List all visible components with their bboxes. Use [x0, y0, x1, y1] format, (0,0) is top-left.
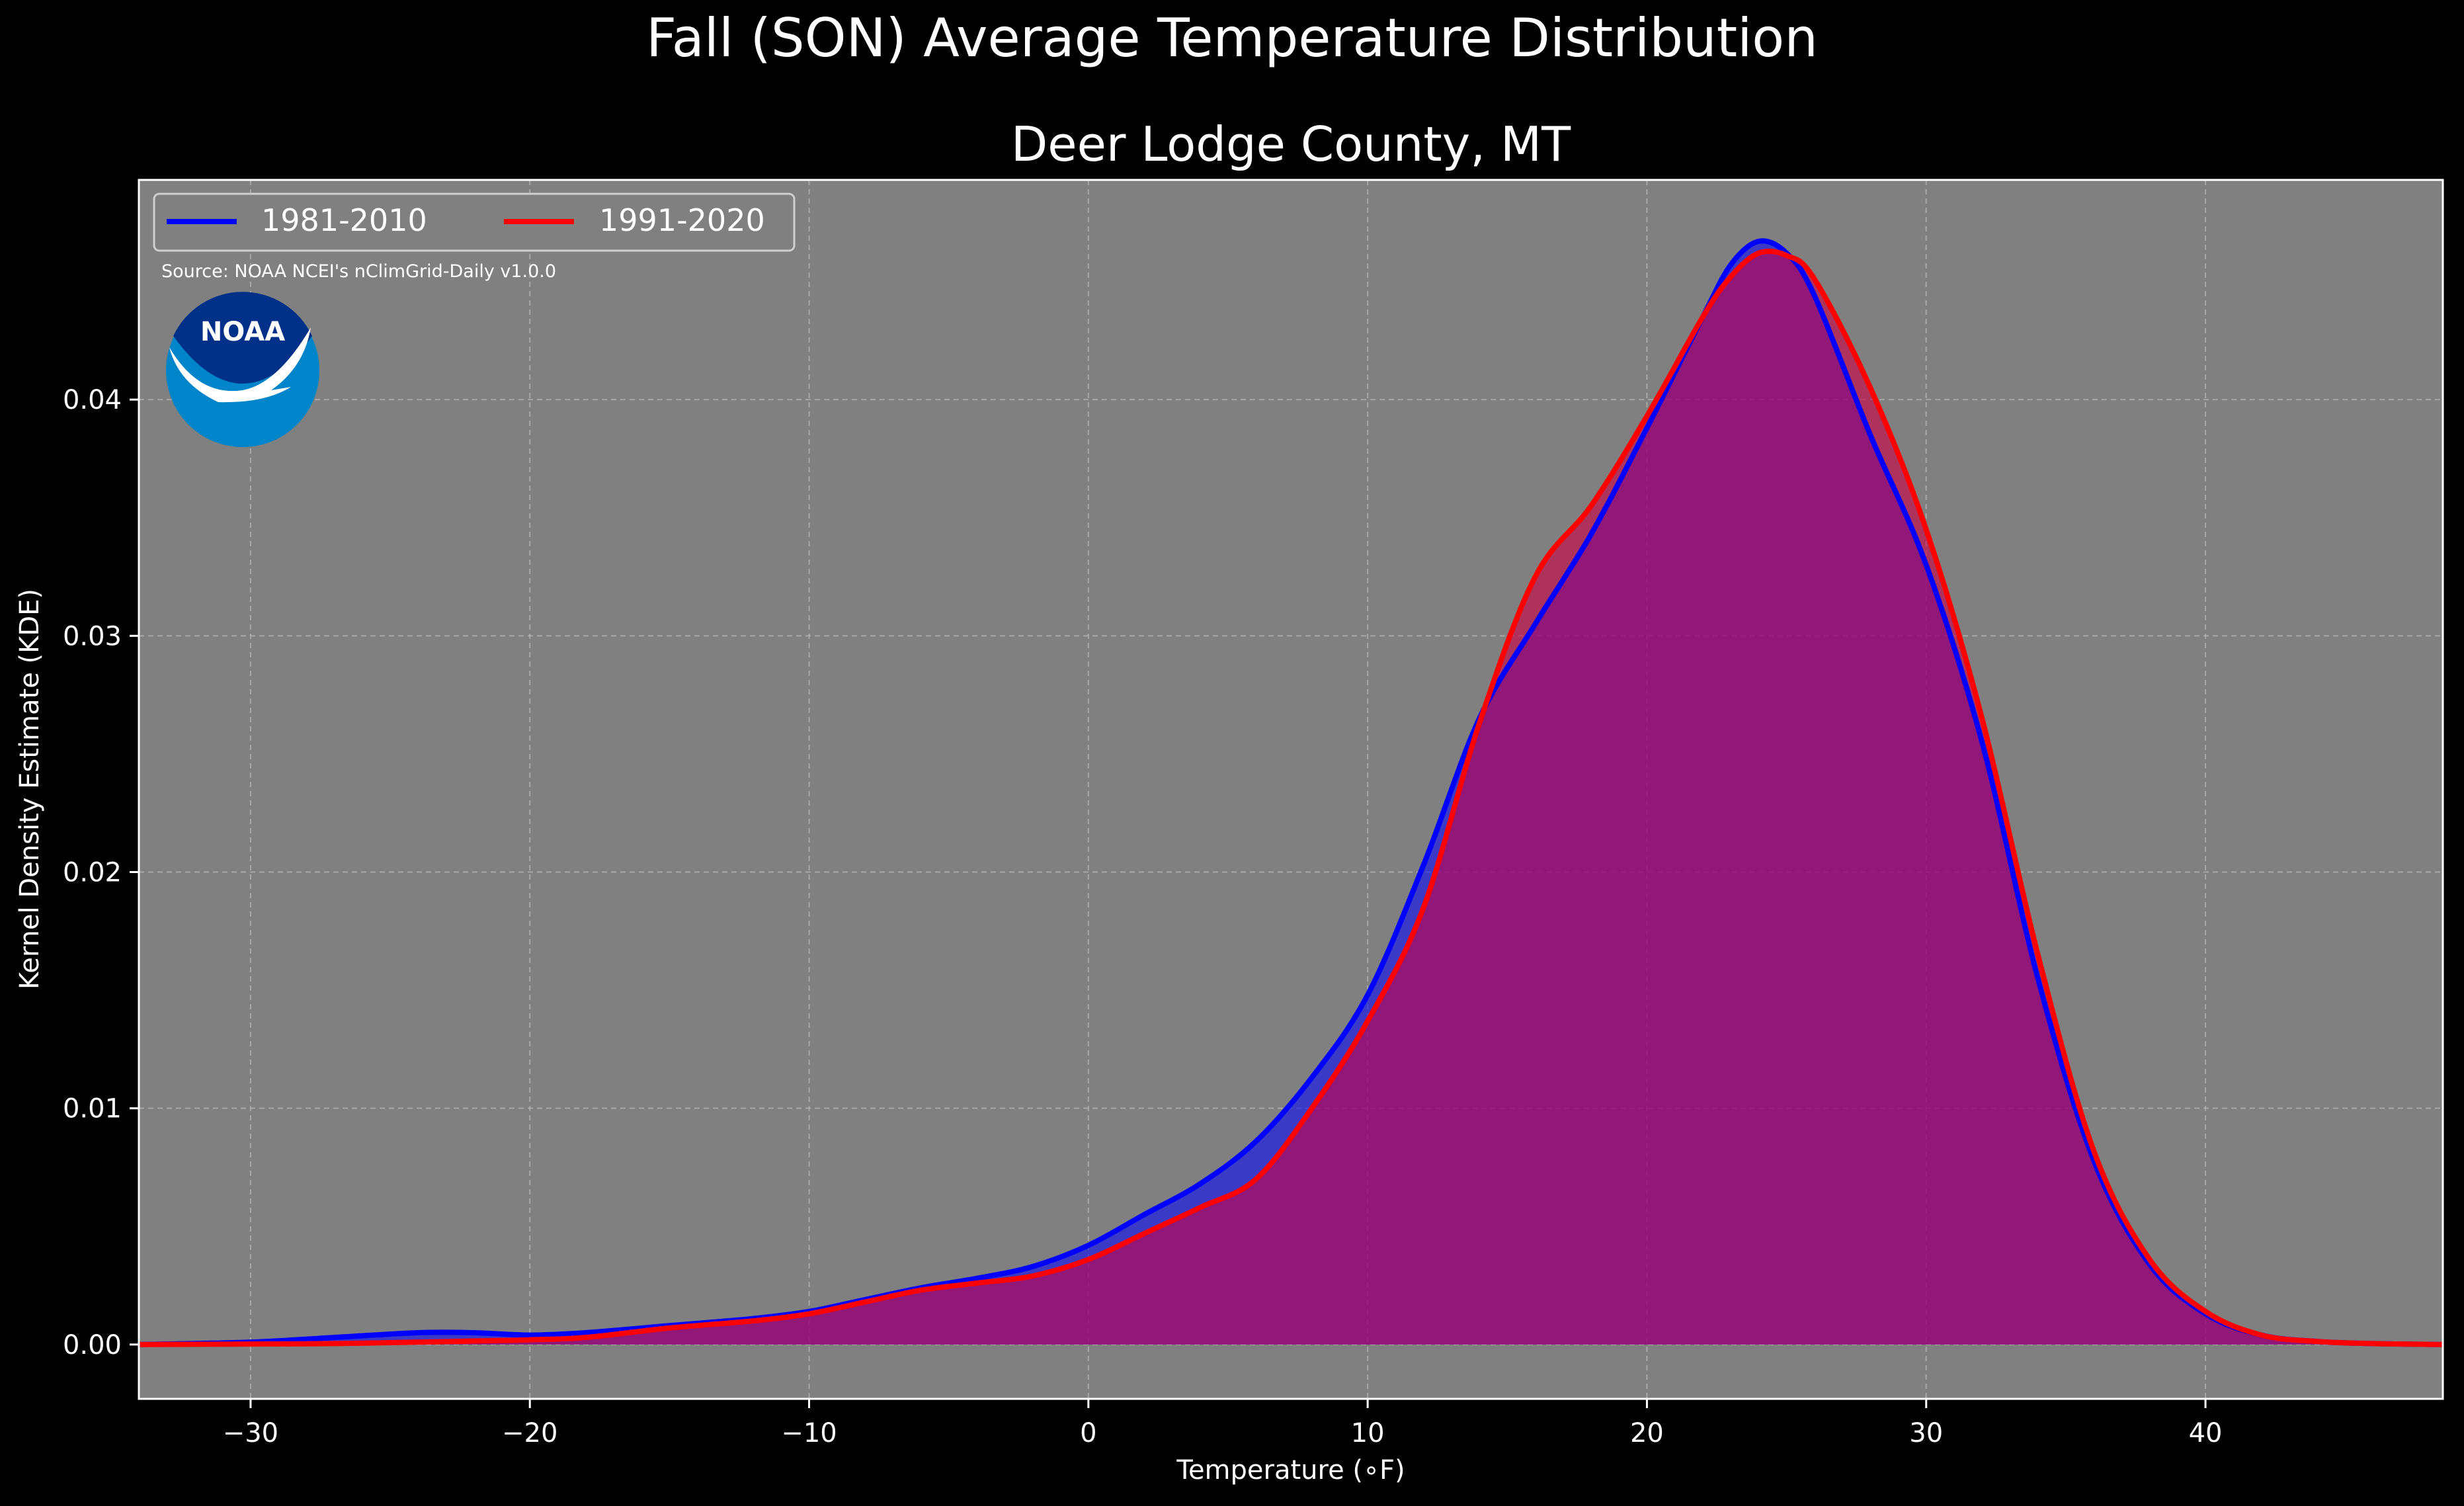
legend-label-1991-2020: 1991-2020 [599, 202, 765, 238]
legend-label-1981-2010: 1981-2010 [261, 202, 427, 238]
y-tick-label: 0.04 [63, 385, 122, 415]
series-area-1991-2020 [139, 251, 2443, 1345]
noaa-logo-top [173, 292, 312, 384]
x-tick-label: 30 [1909, 1418, 1943, 1448]
x-tick-label: 20 [1630, 1418, 1664, 1448]
x-tick-label: 0 [1080, 1418, 1096, 1448]
x-axis-ticks: −30 −20 −10 0 10 20 30 40 [223, 1399, 2223, 1448]
x-tick-label: −10 [781, 1418, 837, 1448]
y-tick-label: 0.03 [63, 621, 122, 651]
noaa-logo: NOAA [166, 292, 319, 447]
x-tick-label: −30 [223, 1418, 278, 1448]
x-tick-label: 10 [1351, 1418, 1385, 1448]
legend-box [153, 192, 796, 252]
series-layer [139, 238, 2443, 1347]
legend: 1981-2010 1991-2020 [153, 192, 796, 252]
figure-title: Fall (SON) Average Temperature Distribut… [646, 7, 1818, 69]
noaa-logo-bird-icon [169, 327, 311, 403]
noaa-logo-text: NOAA [200, 317, 285, 347]
y-tick-label: 0.02 [63, 858, 122, 888]
source-annotation: Source: NOAA NCEI's nClimGrid-Daily v1.0… [161, 261, 556, 282]
x-tick-label: −20 [502, 1418, 557, 1448]
series-line-1991-2020 [139, 248, 2443, 1347]
x-axis-label: Temperature (∘F) [1176, 1455, 1405, 1485]
x-tick-label: 40 [2189, 1418, 2223, 1448]
chart-title: Deer Lodge County, MT [1011, 116, 1571, 172]
y-axis-label: Kernel Density Estimate (KDE) [15, 589, 45, 989]
y-tick-label: 0.00 [63, 1330, 122, 1360]
y-axis-ticks: 0.00 0.01 0.02 0.03 0.04 [63, 385, 139, 1360]
plot-frame [138, 179, 2444, 1400]
y-tick-label: 0.01 [63, 1094, 122, 1124]
